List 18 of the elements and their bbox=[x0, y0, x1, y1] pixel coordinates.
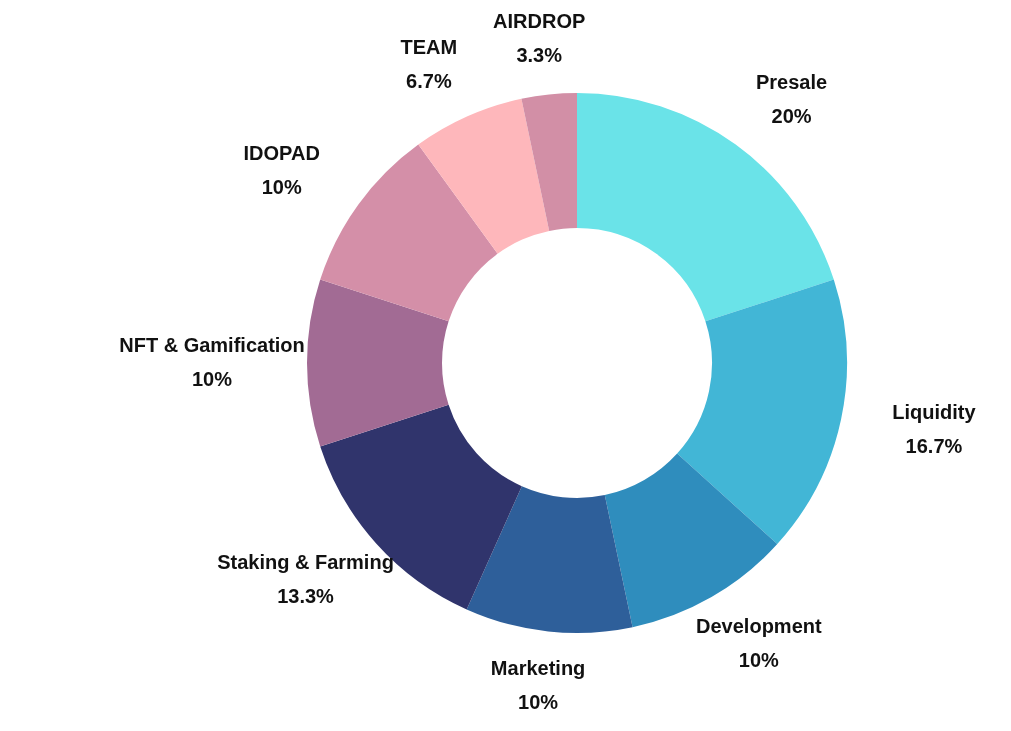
data-label: 6.7% bbox=[406, 70, 452, 93]
data-label: 3.3% bbox=[516, 44, 563, 67]
slice-label: Marketing bbox=[490, 656, 586, 679]
data-label: 10% bbox=[191, 367, 233, 390]
slice-label: AIRDROP bbox=[493, 10, 586, 33]
slice-label: NFT & Gamification bbox=[119, 333, 305, 356]
slice-label: Staking & Farming bbox=[217, 550, 394, 573]
data-label: 13.3% bbox=[277, 584, 335, 607]
slice-label: IDOPAD bbox=[243, 142, 320, 165]
slice-label: Presale bbox=[755, 70, 828, 93]
slice-label: Development bbox=[696, 615, 822, 638]
data-label: 20% bbox=[771, 104, 812, 127]
data-label: 10% bbox=[518, 690, 559, 713]
data-label: 10% bbox=[738, 649, 780, 672]
slice-label: TEAM bbox=[400, 36, 458, 59]
slice-label: Liquidity bbox=[892, 401, 977, 424]
data-label: 10% bbox=[261, 176, 302, 199]
data-label: 16.7% bbox=[905, 435, 963, 458]
